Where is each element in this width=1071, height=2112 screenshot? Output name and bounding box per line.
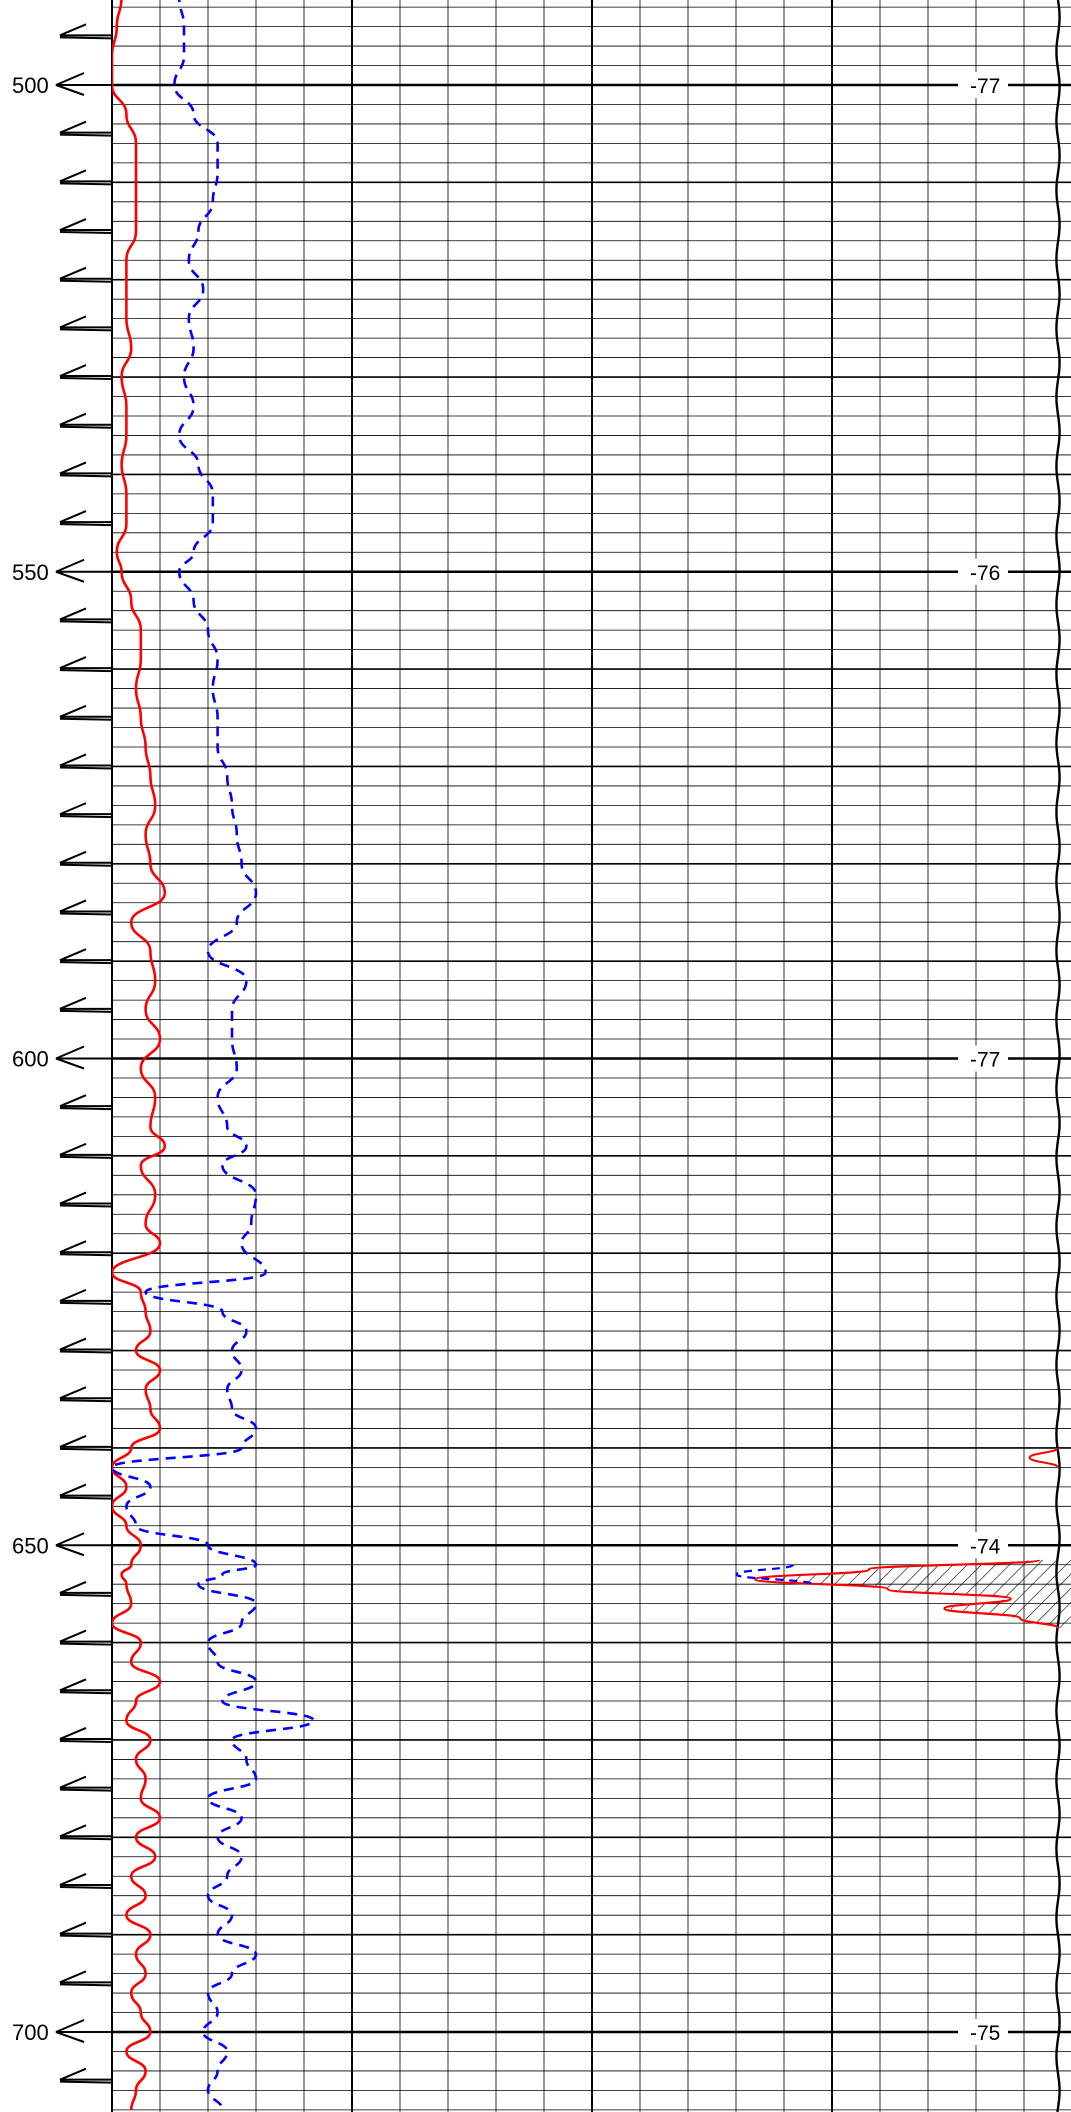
depth-tick-680 <box>59 1824 113 1841</box>
right-red-spike <box>754 1558 1060 1630</box>
depth-tick-580 <box>59 850 113 867</box>
right-label-bg-700 <box>958 2019 1008 2045</box>
depth-tick-520 <box>59 266 113 283</box>
labels: 500 550 600 650 700 -77 -76 -77 -74 -75 <box>12 72 1008 2045</box>
depth-label-550: 550 <box>12 560 49 585</box>
depth-tick-610 <box>59 1142 113 1159</box>
depth-tick-705 <box>59 2067 113 2084</box>
depth-tick-600 <box>55 1045 112 1070</box>
depth-tick-525 <box>59 315 113 332</box>
depth-tick-695 <box>59 1970 113 1987</box>
depth-tick-590 <box>59 948 113 965</box>
right-label-bg-600 <box>958 1045 1008 1072</box>
depth-tick-535 <box>59 412 113 429</box>
depth-tick-565 <box>59 704 113 721</box>
depth-tick-530 <box>59 364 113 381</box>
right-track-label-600: -77 <box>970 1049 1000 1072</box>
right-blue-dashed-spike <box>735 1563 814 1586</box>
right-track-label-550: -76 <box>970 562 1000 585</box>
depth-tick-515 <box>59 218 113 235</box>
blue-dashed-curve <box>112 0 315 2111</box>
depth-tick-500 <box>55 72 112 96</box>
right-border-line <box>1055 0 1061 2112</box>
depth-tick-560 <box>59 656 113 673</box>
depth-tick-585 <box>59 899 113 916</box>
red-curve <box>112 0 167 2110</box>
depth-tick-655 <box>59 1581 113 1597</box>
right-spike-shading <box>755 1559 1071 1628</box>
depth-tick-510 <box>59 169 113 186</box>
depth-tick-635 <box>59 1386 113 1403</box>
depth-tick-620 <box>59 1240 113 1257</box>
depth-tick-685 <box>59 1873 113 1889</box>
depth-tick-675 <box>59 1775 113 1792</box>
right-track-label-650: -74 <box>970 1535 1001 1558</box>
depth-tick-640 <box>59 1434 113 1451</box>
depth-tick-555 <box>59 607 113 624</box>
depth-tick-605 <box>59 1094 113 1111</box>
curves <box>112 0 1071 2111</box>
right-track-label-700: -75 <box>970 2022 1000 2045</box>
depth-tick-505 <box>59 120 113 137</box>
depth-tick-625 <box>59 1288 113 1305</box>
depth-tick-645 <box>59 1483 113 1500</box>
depth-label-700: 700 <box>12 2020 49 2045</box>
depth-tick-650 <box>55 1532 112 1557</box>
depth-tick-670 <box>59 1727 113 1743</box>
depth-tick-540 <box>59 461 113 478</box>
depth-label-650: 650 <box>12 1533 49 1558</box>
right-track-label-500: -77 <box>970 75 1000 98</box>
grid <box>111 0 1071 2112</box>
depth-ticks <box>55 23 113 2084</box>
depth-tick-660 <box>59 1629 113 1646</box>
right-red-notch <box>1028 1446 1059 1469</box>
depth-tick-575 <box>59 802 113 819</box>
depth-tick-690 <box>59 1921 113 1938</box>
depth-label-500: 500 <box>12 73 49 98</box>
right-label-bg-500 <box>958 72 1008 98</box>
depth-tick-665 <box>59 1678 113 1695</box>
depth-tick-570 <box>59 753 113 770</box>
depth-tick-550 <box>55 558 112 583</box>
right-label-bg-550 <box>958 558 1008 585</box>
right-label-bg-650 <box>958 1532 1008 1559</box>
depth-tick-545 <box>59 510 113 527</box>
depth-tick-700 <box>55 2019 112 2043</box>
depth-tick-630 <box>59 1337 113 1354</box>
depth-tick-495 <box>59 23 113 40</box>
depth-label-600: 600 <box>12 1047 49 1072</box>
depth-tick-595 <box>59 996 113 1013</box>
depth-tick-615 <box>59 1191 113 1208</box>
